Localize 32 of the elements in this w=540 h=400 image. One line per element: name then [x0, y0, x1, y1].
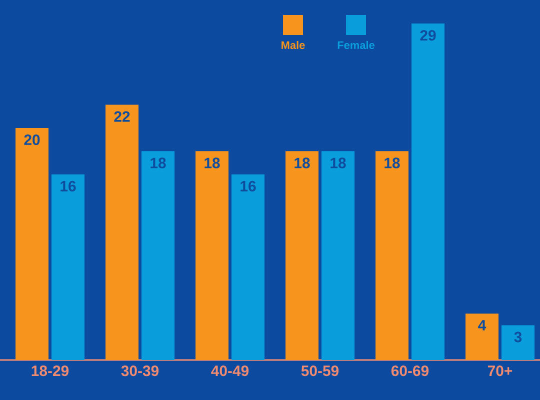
data-label: 3 — [514, 332, 522, 342]
data-label: 20 — [24, 134, 40, 146]
legend-label: Male — [282, 40, 305, 50]
bar — [52, 174, 84, 360]
x-tick-label: 50-59 — [301, 366, 339, 376]
x-tick-label: 70+ — [488, 366, 512, 376]
data-label: 18 — [384, 158, 400, 168]
x-tick-label: 60-69 — [391, 366, 429, 376]
data-label: 22 — [114, 111, 130, 122]
data-label: 18 — [294, 158, 310, 168]
bar — [106, 104, 138, 360]
data-label: 29 — [420, 30, 436, 41]
bar — [232, 174, 264, 360]
bar — [466, 314, 498, 360]
x-tick-label: 30-39 — [121, 366, 159, 376]
bar — [142, 151, 174, 360]
bar — [412, 24, 444, 360]
bar — [196, 151, 228, 360]
data-label: 16 — [240, 180, 256, 192]
data-label: 18 — [330, 158, 346, 168]
bar — [286, 151, 318, 360]
data-label: 16 — [60, 180, 76, 192]
bar — [16, 128, 48, 360]
bar — [502, 325, 534, 360]
x-tick-label: 40-49 — [211, 366, 249, 376]
data-label: 18 — [150, 158, 166, 168]
legend-label: Female — [338, 40, 375, 50]
data-label: 4 — [478, 320, 486, 330]
x-tick-label: 18-29 — [32, 366, 69, 376]
bar — [376, 151, 408, 360]
bar — [322, 151, 354, 360]
data-label: 18 — [204, 158, 220, 168]
